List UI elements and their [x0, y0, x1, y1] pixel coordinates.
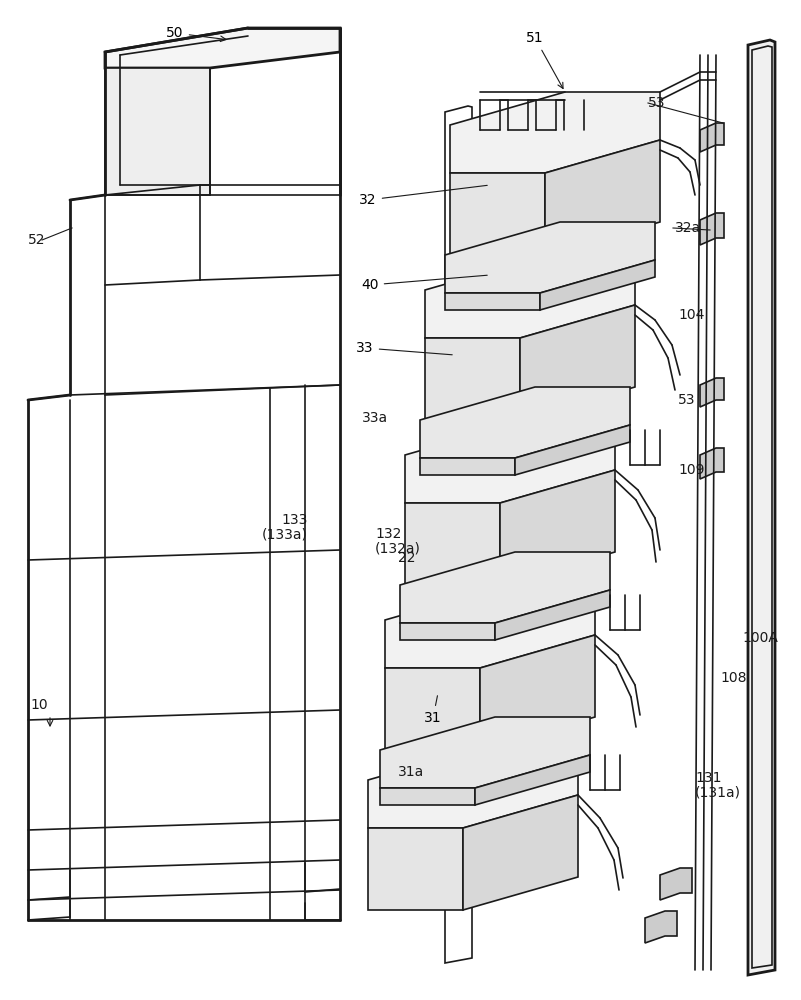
Text: 104: 104 [678, 308, 704, 322]
Text: 109: 109 [678, 463, 705, 477]
Polygon shape [105, 68, 210, 195]
Text: 133: 133 [282, 513, 308, 527]
Polygon shape [405, 503, 500, 585]
Text: (132a): (132a) [375, 541, 421, 555]
Polygon shape [545, 140, 660, 255]
Text: 33a: 33a [362, 411, 388, 425]
Text: 50: 50 [167, 26, 226, 42]
Polygon shape [385, 587, 595, 668]
Text: 53: 53 [678, 393, 695, 407]
Text: 32a: 32a [675, 221, 701, 235]
Polygon shape [495, 590, 610, 640]
Text: 31: 31 [425, 696, 442, 725]
Text: (131a): (131a) [695, 786, 741, 800]
Polygon shape [425, 338, 520, 420]
Polygon shape [700, 448, 724, 479]
Polygon shape [480, 635, 595, 750]
Polygon shape [475, 755, 590, 805]
Polygon shape [380, 788, 475, 805]
Text: 100A: 100A [742, 631, 778, 645]
Polygon shape [445, 293, 540, 310]
Polygon shape [385, 668, 480, 750]
Text: 131: 131 [695, 771, 722, 785]
Polygon shape [450, 92, 660, 173]
Text: (133a): (133a) [262, 527, 308, 541]
Text: 31a: 31a [398, 765, 425, 779]
Polygon shape [105, 28, 340, 68]
Polygon shape [400, 552, 610, 623]
Text: 22: 22 [398, 551, 416, 565]
Polygon shape [400, 623, 495, 640]
Text: 32: 32 [360, 185, 487, 207]
Polygon shape [425, 257, 635, 338]
Polygon shape [445, 222, 655, 293]
Polygon shape [700, 123, 724, 152]
Polygon shape [405, 422, 615, 503]
Text: 52: 52 [28, 233, 46, 247]
Polygon shape [500, 470, 615, 585]
Polygon shape [515, 425, 630, 475]
Text: 132: 132 [375, 527, 401, 541]
Polygon shape [700, 213, 724, 245]
Polygon shape [420, 458, 515, 475]
Text: 33: 33 [356, 341, 453, 355]
Polygon shape [463, 795, 578, 910]
Polygon shape [748, 40, 775, 975]
Polygon shape [700, 378, 724, 407]
Text: 53: 53 [648, 96, 666, 110]
Polygon shape [420, 387, 630, 458]
Polygon shape [660, 868, 692, 900]
Polygon shape [450, 173, 545, 255]
Polygon shape [368, 828, 463, 910]
Text: 108: 108 [720, 671, 747, 685]
Text: 51: 51 [526, 31, 563, 88]
Polygon shape [520, 305, 635, 420]
Polygon shape [380, 717, 590, 788]
Text: 10: 10 [30, 698, 47, 712]
Polygon shape [540, 260, 655, 310]
Text: 40: 40 [361, 275, 487, 292]
Polygon shape [645, 911, 677, 943]
Polygon shape [368, 747, 578, 828]
